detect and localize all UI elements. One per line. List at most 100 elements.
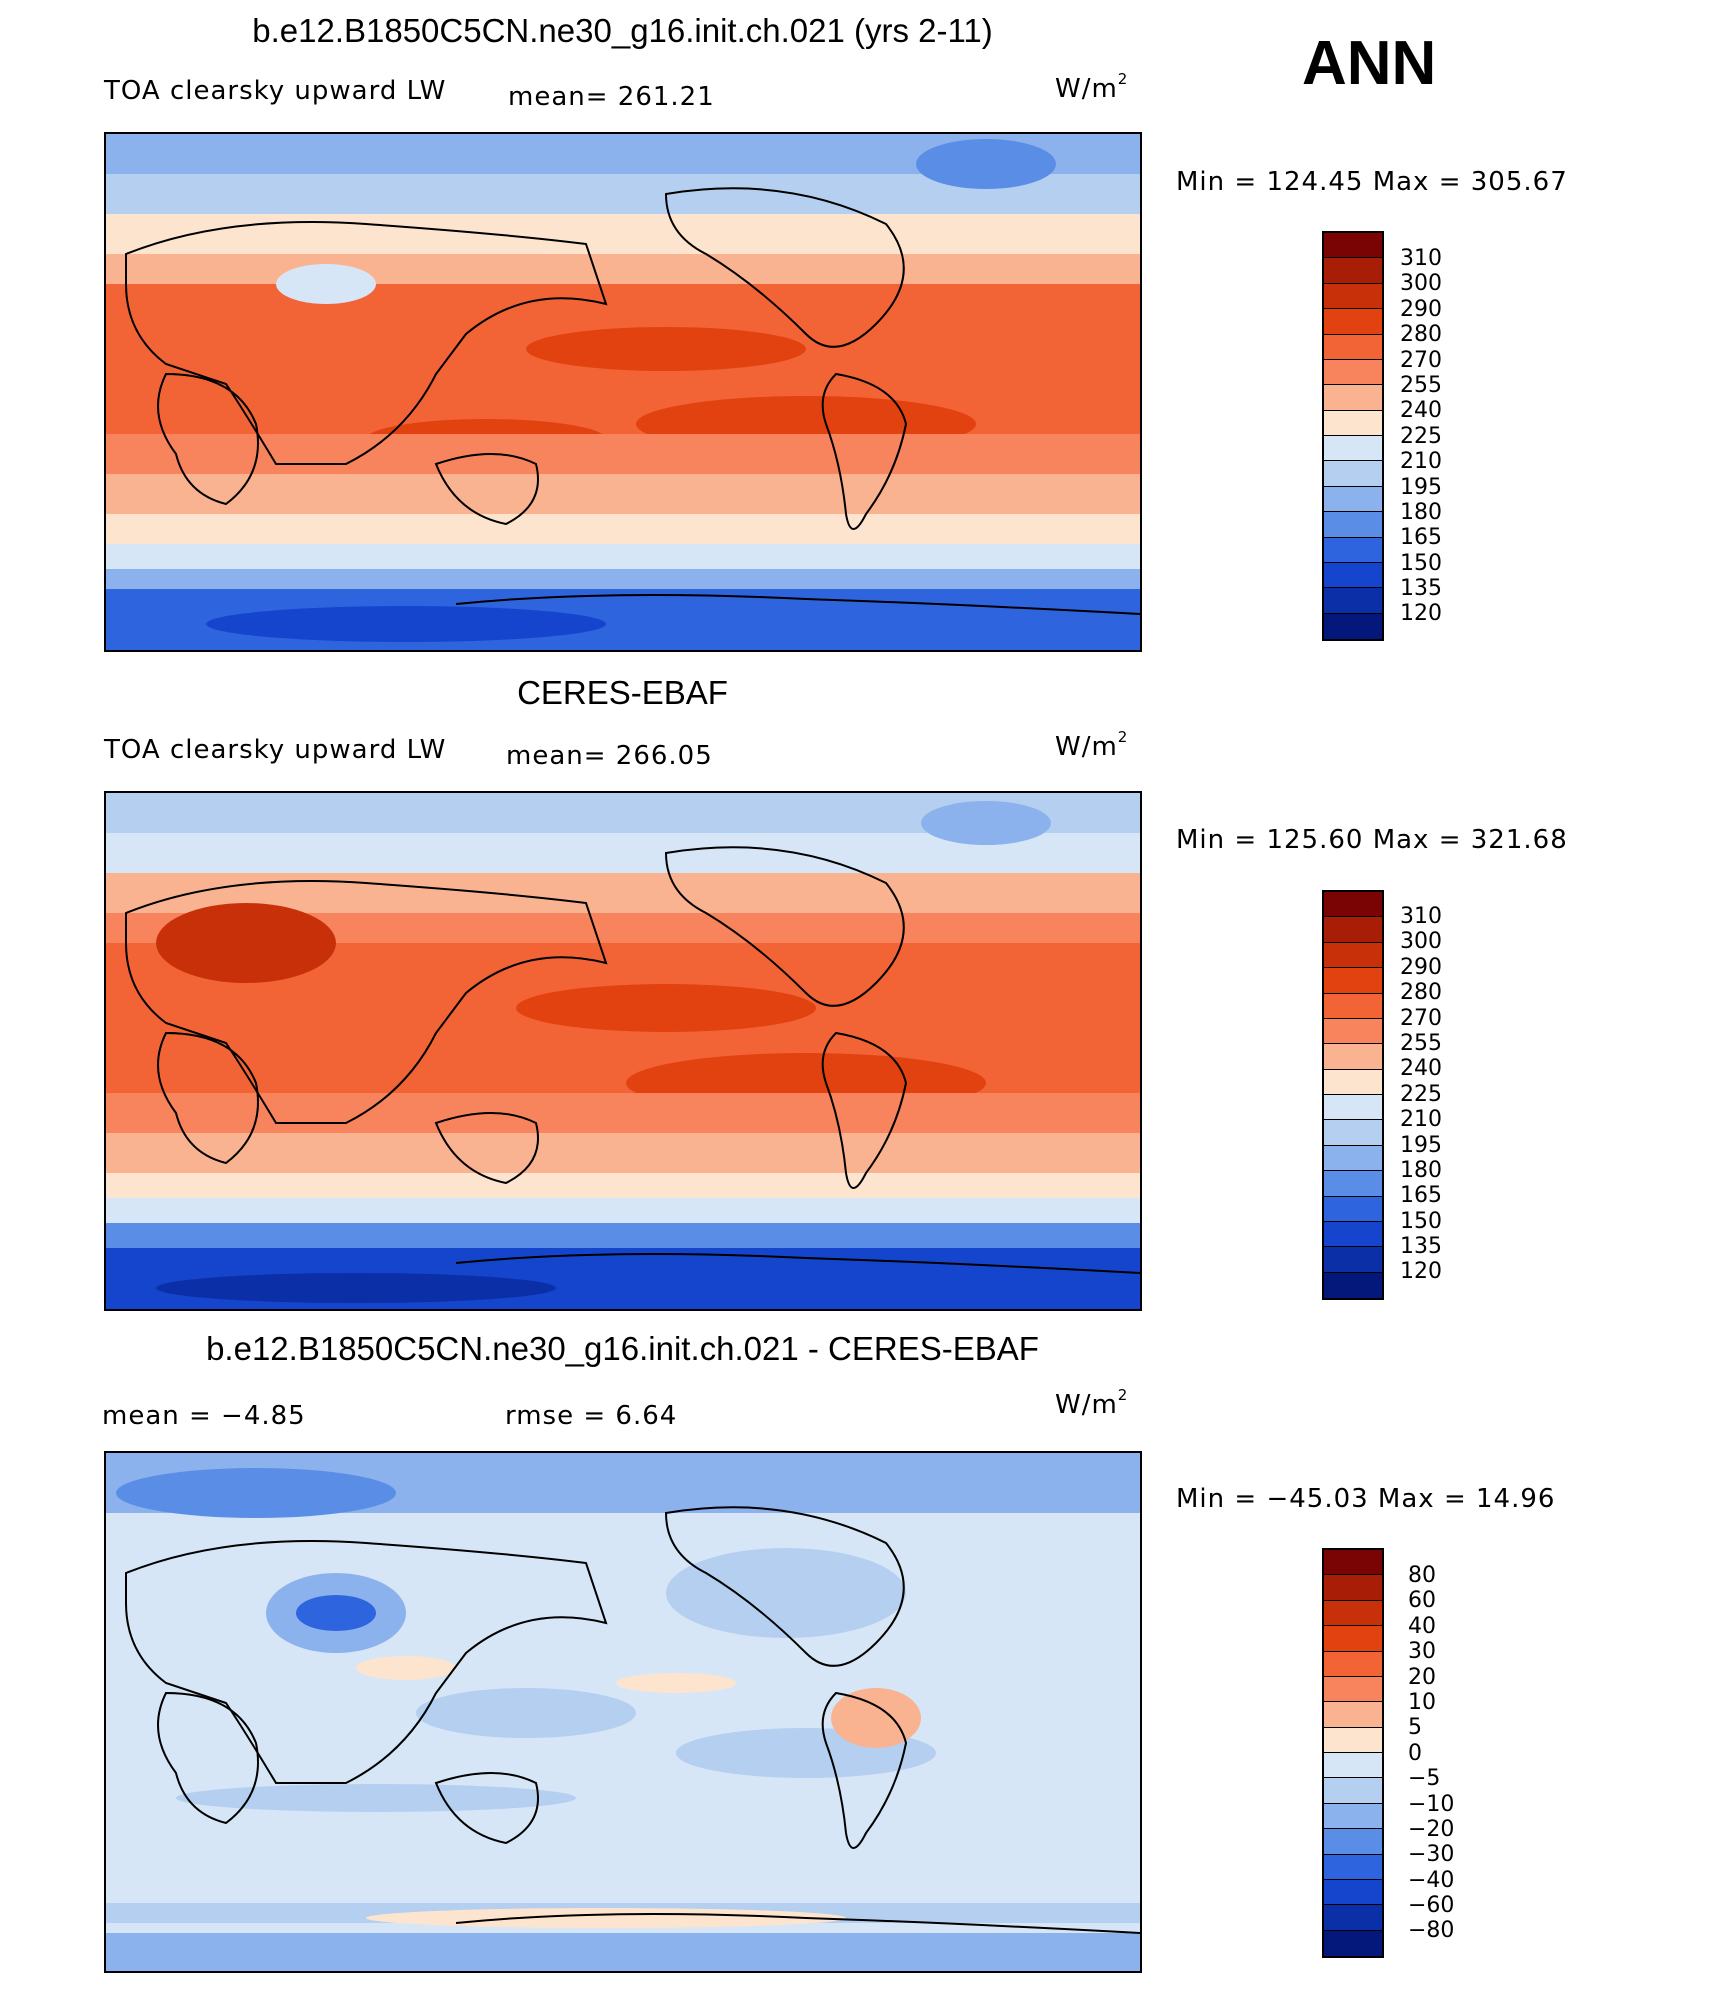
panel2-colorbar bbox=[1322, 890, 1384, 1300]
panel2-units: W/m2 bbox=[1055, 728, 1129, 762]
colorbar-segment bbox=[1324, 1247, 1382, 1273]
colorbar-tick-label: 5 bbox=[1408, 1715, 1422, 1741]
colorbar-segment bbox=[1324, 993, 1382, 1019]
colorbar-segment bbox=[1324, 283, 1382, 310]
panel2-title: CERES-EBAF bbox=[517, 674, 728, 711]
colorbar-segment bbox=[1324, 1727, 1382, 1753]
colorbar-tick-label: −10 bbox=[1408, 1791, 1455, 1817]
panel1-title: b.e12.B1850C5CN.ne30_g16.init.ch.021 (yr… bbox=[252, 12, 993, 49]
colorbar-segment bbox=[1324, 1272, 1382, 1298]
colorbar-tick-label: 120 bbox=[1400, 1259, 1442, 1285]
colorbar-tick-label: 255 bbox=[1400, 1030, 1442, 1056]
panel2-mean-label: mean= 266.05 bbox=[506, 741, 713, 771]
colorbar-segment bbox=[1324, 613, 1382, 639]
colorbar-segment bbox=[1324, 1879, 1382, 1906]
colorbar-tick-label: 180 bbox=[1400, 1157, 1442, 1183]
colorbar-segment bbox=[1324, 1626, 1382, 1652]
colorbar-segment bbox=[1324, 309, 1382, 335]
colorbar-tick-label: 20 bbox=[1408, 1664, 1436, 1690]
colorbar-tick-label: 210 bbox=[1400, 449, 1442, 475]
colorbar-tick-label: 60 bbox=[1408, 1588, 1436, 1614]
colorbar-tick-label: 10 bbox=[1408, 1689, 1436, 1715]
colorbar-segment bbox=[1324, 1778, 1382, 1804]
colorbar-tick-label: −80 bbox=[1408, 1918, 1455, 1944]
colorbar-segment bbox=[1324, 385, 1382, 411]
colorbar-tick-label: 280 bbox=[1400, 980, 1442, 1006]
colorbar-tick-label: 30 bbox=[1408, 1639, 1436, 1665]
colorbar-tick-label: 135 bbox=[1400, 1234, 1442, 1260]
colorbar-segment bbox=[1324, 917, 1382, 943]
colorbar-segment bbox=[1324, 1676, 1382, 1703]
panel3-title: b.e12.B1850C5CN.ne30_g16.init.ch.021 - C… bbox=[206, 1330, 1039, 1367]
colorbar-segment bbox=[1324, 1018, 1382, 1045]
season-label: ANN bbox=[1302, 29, 1437, 98]
colorbar-segment bbox=[1324, 942, 1382, 969]
panel1-colorbar-labels: 310 300 290 280 270 255 240 225 210 195 180 165 150 1… bbox=[1400, 246, 1442, 627]
colorbar-tick-label: 310 bbox=[1400, 246, 1442, 271]
colorbar-tick-label: 165 bbox=[1400, 1183, 1442, 1209]
colorbar-segment bbox=[1324, 512, 1382, 538]
colorbar-tick-label: 180 bbox=[1400, 499, 1442, 525]
colorbar-segment bbox=[1324, 892, 1382, 918]
colorbar-segment bbox=[1324, 1905, 1382, 1931]
colorbar-segment bbox=[1324, 1196, 1382, 1222]
colorbar-segment bbox=[1324, 1095, 1382, 1121]
panel3-map bbox=[104, 1451, 1142, 1973]
colorbar-tick-label: 310 bbox=[1400, 904, 1442, 929]
colorbar-tick-label: 255 bbox=[1400, 372, 1442, 398]
colorbar-segment bbox=[1324, 1120, 1382, 1146]
colorbar-segment bbox=[1324, 1854, 1382, 1880]
colorbar-tick-label: 270 bbox=[1400, 347, 1442, 373]
colorbar-segment bbox=[1324, 410, 1382, 436]
colorbar-tick-label: 150 bbox=[1400, 550, 1442, 576]
colorbar-segment bbox=[1324, 1702, 1382, 1728]
colorbar-tick-label: 150 bbox=[1400, 1208, 1442, 1234]
colorbar-segment bbox=[1324, 486, 1382, 513]
colorbar-tick-label: −40 bbox=[1408, 1867, 1455, 1893]
colorbar-segment bbox=[1324, 233, 1382, 259]
panel1-map bbox=[104, 132, 1142, 652]
colorbar-segment bbox=[1324, 1575, 1382, 1601]
panel3-minmax: Min = −45.03 Max = 14.96 bbox=[1176, 1484, 1556, 1514]
colorbar-tick-label: 240 bbox=[1400, 398, 1442, 424]
colorbar-segment bbox=[1324, 1803, 1382, 1830]
colorbar-tick-label: 120 bbox=[1400, 601, 1442, 627]
panel2-minmax: Min = 125.60 Max = 321.68 bbox=[1176, 825, 1568, 855]
colorbar-segment bbox=[1324, 436, 1382, 462]
colorbar-segment bbox=[1324, 1221, 1382, 1248]
panel1-map-field bbox=[106, 134, 1140, 650]
colorbar-tick-label: 210 bbox=[1400, 1107, 1442, 1133]
colorbar-segment bbox=[1324, 1171, 1382, 1197]
colorbar-segment bbox=[1324, 461, 1382, 487]
panel2-map-field bbox=[106, 793, 1140, 1309]
panel1-units: W/m2 bbox=[1055, 70, 1129, 104]
colorbar-tick-label: 270 bbox=[1400, 1005, 1442, 1031]
colorbar-tick-label: 40 bbox=[1408, 1613, 1436, 1639]
colorbar-tick-label: 280 bbox=[1400, 322, 1442, 348]
colorbar-segment bbox=[1324, 1600, 1382, 1627]
panel3-colorbar-labels: 80 60 40 30 20 10 5 0 −5 −10 −20 −30 −40 −60 −80 bbox=[1408, 1563, 1454, 1944]
colorbar-segment bbox=[1324, 359, 1382, 386]
colorbar-tick-label: 165 bbox=[1400, 525, 1442, 551]
colorbar-tick-label: −5 bbox=[1408, 1766, 1441, 1792]
colorbar-tick-label: 0 bbox=[1408, 1740, 1422, 1766]
panel1-minmax: Min = 124.45 Max = 305.67 bbox=[1176, 167, 1568, 197]
colorbar-tick-label: 290 bbox=[1400, 954, 1442, 980]
colorbar-segment bbox=[1324, 1651, 1382, 1677]
colorbar-tick-label: 80 bbox=[1408, 1563, 1436, 1588]
colorbar-tick-label: 300 bbox=[1400, 271, 1442, 297]
colorbar-tick-label: 195 bbox=[1400, 1132, 1442, 1158]
colorbar-segment bbox=[1324, 1550, 1382, 1576]
colorbar-tick-label: 290 bbox=[1400, 296, 1442, 322]
colorbar-tick-label: −20 bbox=[1408, 1816, 1455, 1842]
panel1-colorbar bbox=[1322, 231, 1384, 641]
colorbar-tick-label: 240 bbox=[1400, 1056, 1442, 1082]
colorbar-segment bbox=[1324, 334, 1382, 360]
colorbar-tick-label: −30 bbox=[1408, 1842, 1455, 1868]
panel3-units: W/m2 bbox=[1055, 1386, 1129, 1420]
colorbar-segment bbox=[1324, 588, 1382, 614]
colorbar-tick-label: 225 bbox=[1400, 423, 1442, 449]
colorbar-segment bbox=[1324, 1069, 1382, 1095]
colorbar-segment bbox=[1324, 1930, 1382, 1956]
colorbar-segment bbox=[1324, 1829, 1382, 1855]
